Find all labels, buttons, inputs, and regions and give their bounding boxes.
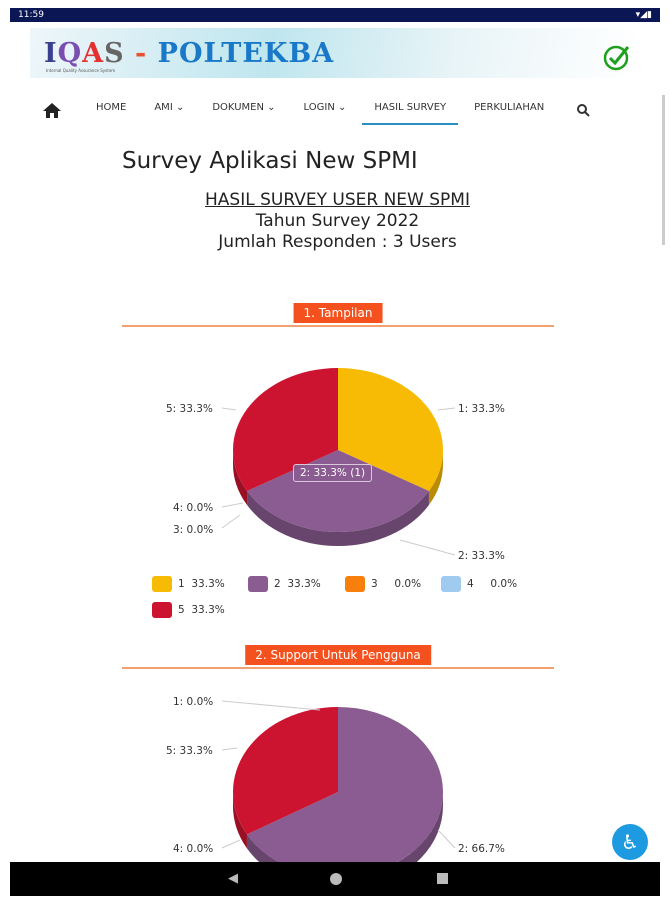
nav-perkuliahan[interactable]: PERKULIAHAN <box>474 102 545 113</box>
wheelchair-icon: ♿ <box>621 830 639 854</box>
pie2-label-2: 2: 66.7% <box>458 843 505 855</box>
legend-item-4[interactable]: 4 0.0% <box>441 576 517 592</box>
logo-subtitle: Internal Quality Assurance System <box>46 68 116 73</box>
status-icons: ▾◢▮ <box>635 10 652 20</box>
section-divider <box>122 667 554 669</box>
pie1-slice-side-1 <box>428 450 443 505</box>
pie-label-4: 4: 0.0% <box>173 502 214 514</box>
pie2-label-4: 4: 0.0% <box>173 843 214 855</box>
nav-login[interactable]: LOGIN ⌄ <box>303 102 347 113</box>
label-leader-line <box>221 700 321 711</box>
pie-label-5: 5: 33.3% <box>166 403 213 415</box>
pie-label-1: 1: 33.3% <box>458 403 505 415</box>
pie-label-2: 2: 33.3% <box>458 550 505 562</box>
nav-home[interactable]: HOME <box>96 102 127 113</box>
nav-dokumen[interactable]: DOKUMEN ⌄ <box>212 102 276 113</box>
chevron-down-icon: ⌄ <box>337 102 347 113</box>
site-banner[interactable]: IQAS - POLTEKBA Internal Quality Assuran… <box>30 28 635 78</box>
label-leader-line <box>221 407 237 411</box>
pie1-slice-1[interactable] <box>338 368 443 491</box>
recents-button[interactable] <box>437 873 448 884</box>
search-icon[interactable] <box>576 103 590 117</box>
section-title-support: 2. Support Untuk Pengguna <box>245 645 431 665</box>
label-leader-line <box>221 502 244 508</box>
status-bar: 11:59 ▾◢▮ <box>10 8 660 22</box>
label-leader-line <box>399 539 456 556</box>
legend-item-5[interactable]: 5 33.3% <box>152 602 225 618</box>
label-leader-line <box>221 747 238 751</box>
back-button[interactable]: ◀ <box>228 871 238 886</box>
section-title-tampilan: 1. Tampilan <box>293 303 383 323</box>
pie2-label-1: 1: 0.0% <box>173 696 214 708</box>
label-leader-line <box>437 829 456 849</box>
pie1-slice-side-5 <box>233 450 248 505</box>
survey-heading: HASIL SURVEY USER NEW SPMI <box>205 190 470 210</box>
pie2-label-5: 5: 33.3% <box>166 745 213 757</box>
nav-ami[interactable]: AMI ⌄ <box>154 102 185 113</box>
legend-item-2[interactable]: 2 33.3% <box>248 576 321 592</box>
site-logo: IQAS - POLTEKBA <box>44 38 335 69</box>
page-title: Survey Aplikasi New SPMI <box>122 148 418 174</box>
label-leader-line <box>221 514 241 529</box>
pie2-slice-5[interactable] <box>232 707 338 835</box>
home-icon[interactable] <box>42 101 62 119</box>
survey-year: Tahun Survey 2022 <box>255 211 420 231</box>
android-nav-bar: ◀ <box>10 862 660 896</box>
status-time: 11:59 <box>18 10 44 20</box>
chevron-down-icon: ⌄ <box>267 102 276 113</box>
section-divider <box>122 325 554 327</box>
legend-item-3[interactable]: 3 0.0% <box>345 576 421 592</box>
chevron-down-icon: ⌄ <box>175 102 185 113</box>
main-nav: HOME AMI ⌄ DOKUMEN ⌄ LOGIN ⌄ HASIL SURVE… <box>30 95 640 125</box>
pie1-slice-5[interactable] <box>233 368 338 491</box>
pie2-slice-side-5 <box>233 792 247 849</box>
scrollbar[interactable] <box>662 95 665 245</box>
survey-respondents: Jumlah Responden : 3 Users <box>218 232 457 252</box>
check-circle-icon <box>603 45 630 71</box>
home-button[interactable] <box>330 873 342 885</box>
pie1-slice-2[interactable] <box>247 450 429 533</box>
pie1-slice-side-2 <box>247 491 429 546</box>
pie-label-3: 3: 0.0% <box>173 524 214 536</box>
pie-tooltip: 2: 33.3% (1) <box>293 464 373 482</box>
label-leader-line <box>437 407 456 411</box>
accessibility-button[interactable]: ♿ <box>612 824 648 860</box>
label-leader-line <box>221 839 241 849</box>
pie2-slice-2[interactable] <box>246 707 443 877</box>
legend-item-1[interactable]: 1 33.3% <box>152 576 225 592</box>
nav-hasil-survey[interactable]: HASIL SURVEY <box>362 95 458 125</box>
